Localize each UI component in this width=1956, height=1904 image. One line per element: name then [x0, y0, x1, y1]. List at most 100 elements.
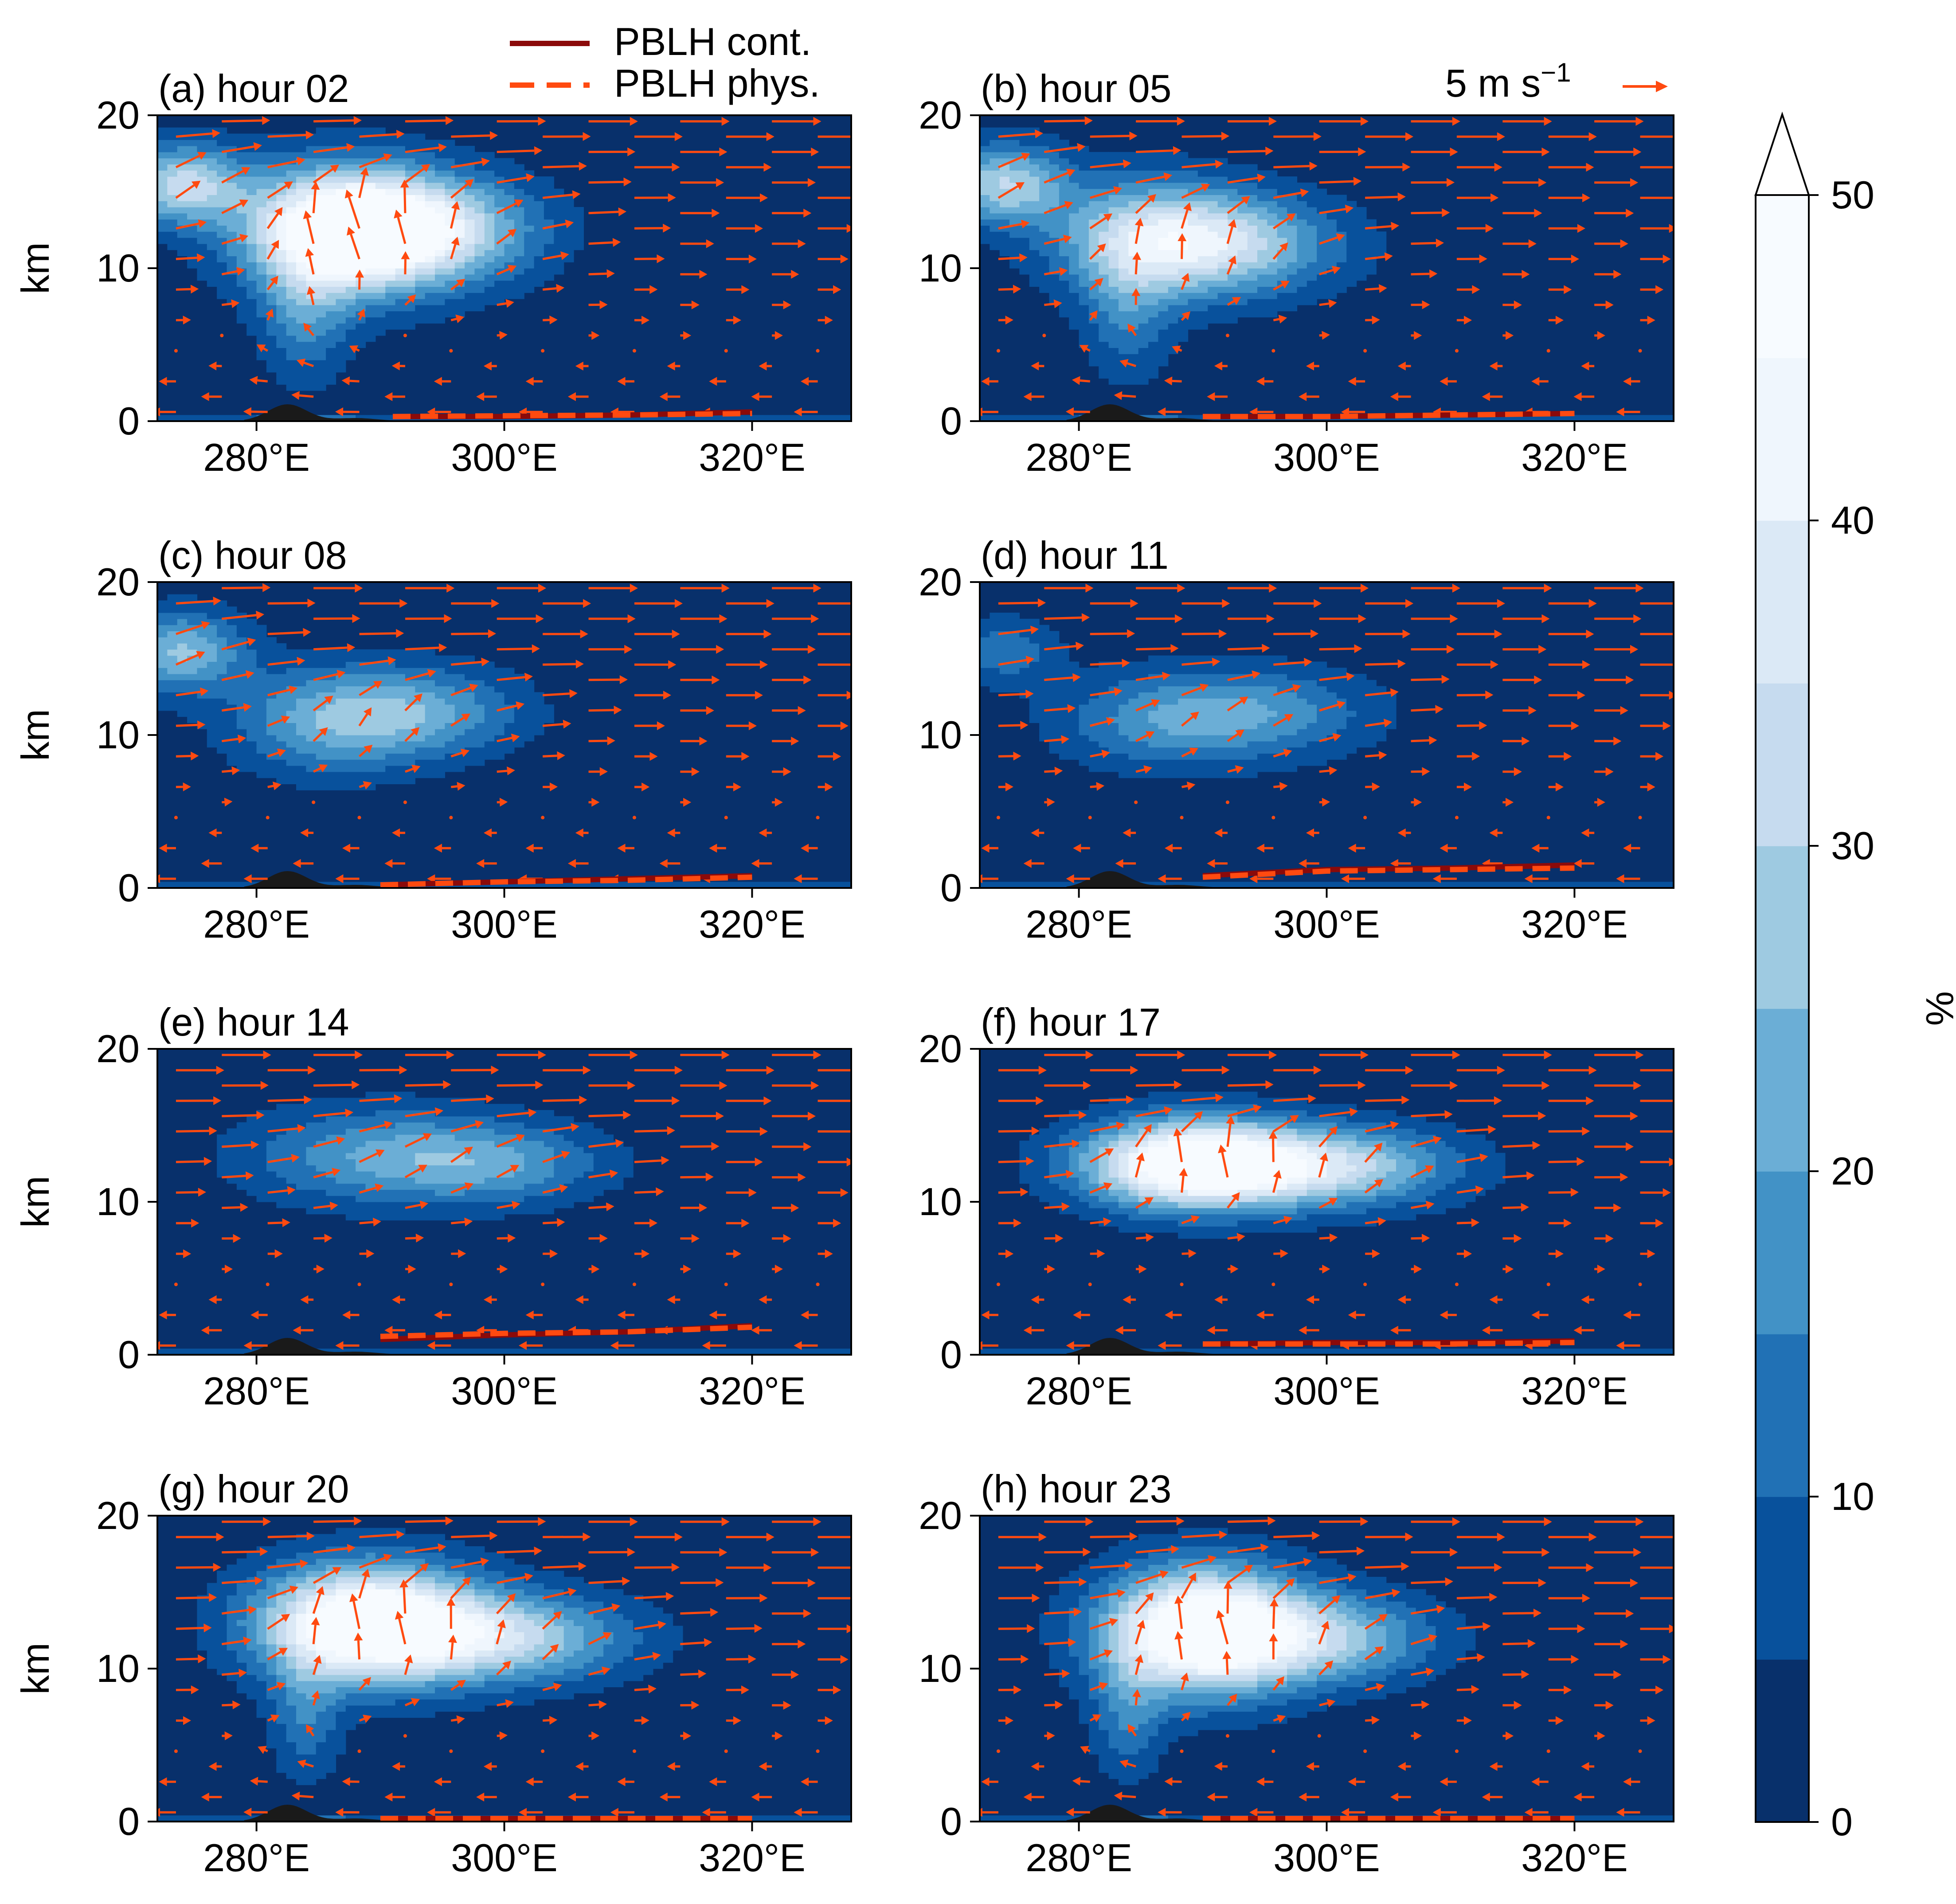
- field-cell: [227, 625, 237, 631]
- field-cell: [1257, 710, 1267, 717]
- wind-arrowhead: [556, 284, 565, 293]
- field-cell: [563, 243, 574, 250]
- field-cell: [385, 299, 396, 305]
- field-cell: [197, 274, 207, 281]
- field-cell: [236, 317, 247, 324]
- field-cell: [534, 195, 544, 201]
- wind-arrowhead: [794, 874, 802, 884]
- field-cell: [445, 716, 455, 723]
- wind-vector: [542, 287, 557, 291]
- wind-arrowhead: [414, 693, 422, 703]
- wind-arrowhead: [274, 207, 283, 216]
- wind-arrowhead: [811, 614, 819, 623]
- field-cell: [1138, 335, 1149, 342]
- field-cell: [1356, 674, 1367, 680]
- field-cell: [207, 606, 217, 613]
- field-cell: [207, 182, 217, 189]
- field-cell: [1217, 201, 1228, 207]
- wind-vector: [1455, 349, 1459, 353]
- field-cell: [1188, 219, 1198, 226]
- field-cell: [256, 311, 267, 317]
- field-cell: [187, 146, 198, 152]
- field-cell: [276, 286, 287, 293]
- field-cell: [1267, 231, 1278, 238]
- field-cell: [326, 778, 336, 784]
- wind-arrowhead: [716, 178, 724, 187]
- wind-arrowhead: [981, 377, 990, 386]
- wind-arrowhead: [618, 207, 627, 216]
- field-cell: [791, 882, 802, 888]
- wind-arrowhead: [1489, 361, 1498, 371]
- field-cell: [524, 710, 535, 717]
- field-cell: [157, 692, 168, 699]
- field-cell: [266, 348, 277, 354]
- field-cell: [207, 729, 217, 735]
- field-cell: [1099, 372, 1109, 379]
- field-cell: [375, 293, 386, 299]
- field-cell: [316, 256, 326, 262]
- field-cell: [385, 274, 396, 281]
- field-cell: [425, 152, 435, 159]
- field-cell: [286, 771, 297, 778]
- x-tick-label: 300°E: [451, 902, 558, 946]
- field-cell: [1099, 268, 1109, 275]
- field-cell: [375, 164, 386, 171]
- field-cell: [1366, 686, 1377, 692]
- field-cell: [1079, 293, 1089, 299]
- field-cell: [286, 140, 297, 146]
- wind-arrowhead: [536, 614, 544, 623]
- field-cell: [454, 704, 465, 711]
- field-cell: [1039, 158, 1050, 164]
- field-cell: [316, 238, 326, 244]
- wind-arrowhead: [783, 767, 791, 776]
- field-cell: [1267, 201, 1278, 207]
- wind-arrowhead: [277, 748, 286, 757]
- field-cell: [326, 378, 336, 385]
- field-cell: [356, 335, 366, 342]
- field-cell: [1307, 710, 1317, 717]
- field-cell: [415, 771, 426, 778]
- field-cell: [445, 201, 455, 207]
- wind-arrowhead: [630, 117, 638, 126]
- field-cell: [534, 692, 544, 699]
- field-cell: [187, 238, 198, 244]
- field-cell: [356, 127, 366, 134]
- wind-arrowhead: [394, 209, 403, 219]
- field-cell: [999, 250, 1010, 256]
- field-cell: [1307, 243, 1317, 250]
- field-cell: [465, 207, 475, 214]
- field-cell: [256, 176, 267, 183]
- field-cell: [336, 250, 346, 256]
- field-cell: [1178, 655, 1189, 662]
- y-axis-label: km: [13, 242, 57, 294]
- field-cell: [474, 668, 485, 674]
- wind-vector: [1227, 300, 1235, 306]
- field-cell: [1158, 348, 1169, 354]
- field-cell: [286, 274, 297, 281]
- field-cell: [1158, 741, 1169, 748]
- field-cell: [1069, 213, 1080, 220]
- field-cell: [1356, 735, 1367, 742]
- field-cell: [256, 195, 267, 201]
- field-cell: [256, 293, 267, 299]
- field-cell: [316, 225, 326, 232]
- field-cell: [246, 176, 257, 183]
- wind-vector: [1135, 199, 1151, 214]
- field-cell: [544, 207, 554, 214]
- pblh-phys-line: [1203, 411, 1575, 419]
- wind-vector: [404, 698, 418, 712]
- wind-vector: [1080, 379, 1090, 383]
- field-cell: [554, 225, 564, 232]
- wind-arrowhead: [196, 253, 205, 262]
- field-cell: [534, 201, 544, 207]
- field-cell: [296, 729, 306, 735]
- field-cell: [316, 140, 326, 146]
- field-cell: [762, 882, 772, 888]
- field-cell: [1128, 348, 1139, 354]
- field-cell: [375, 238, 386, 244]
- field-cell: [256, 637, 267, 644]
- wind-arrowhead: [833, 285, 841, 294]
- field-cell: [574, 207, 584, 214]
- field-cell: [1247, 723, 1258, 729]
- field-cell: [326, 127, 336, 134]
